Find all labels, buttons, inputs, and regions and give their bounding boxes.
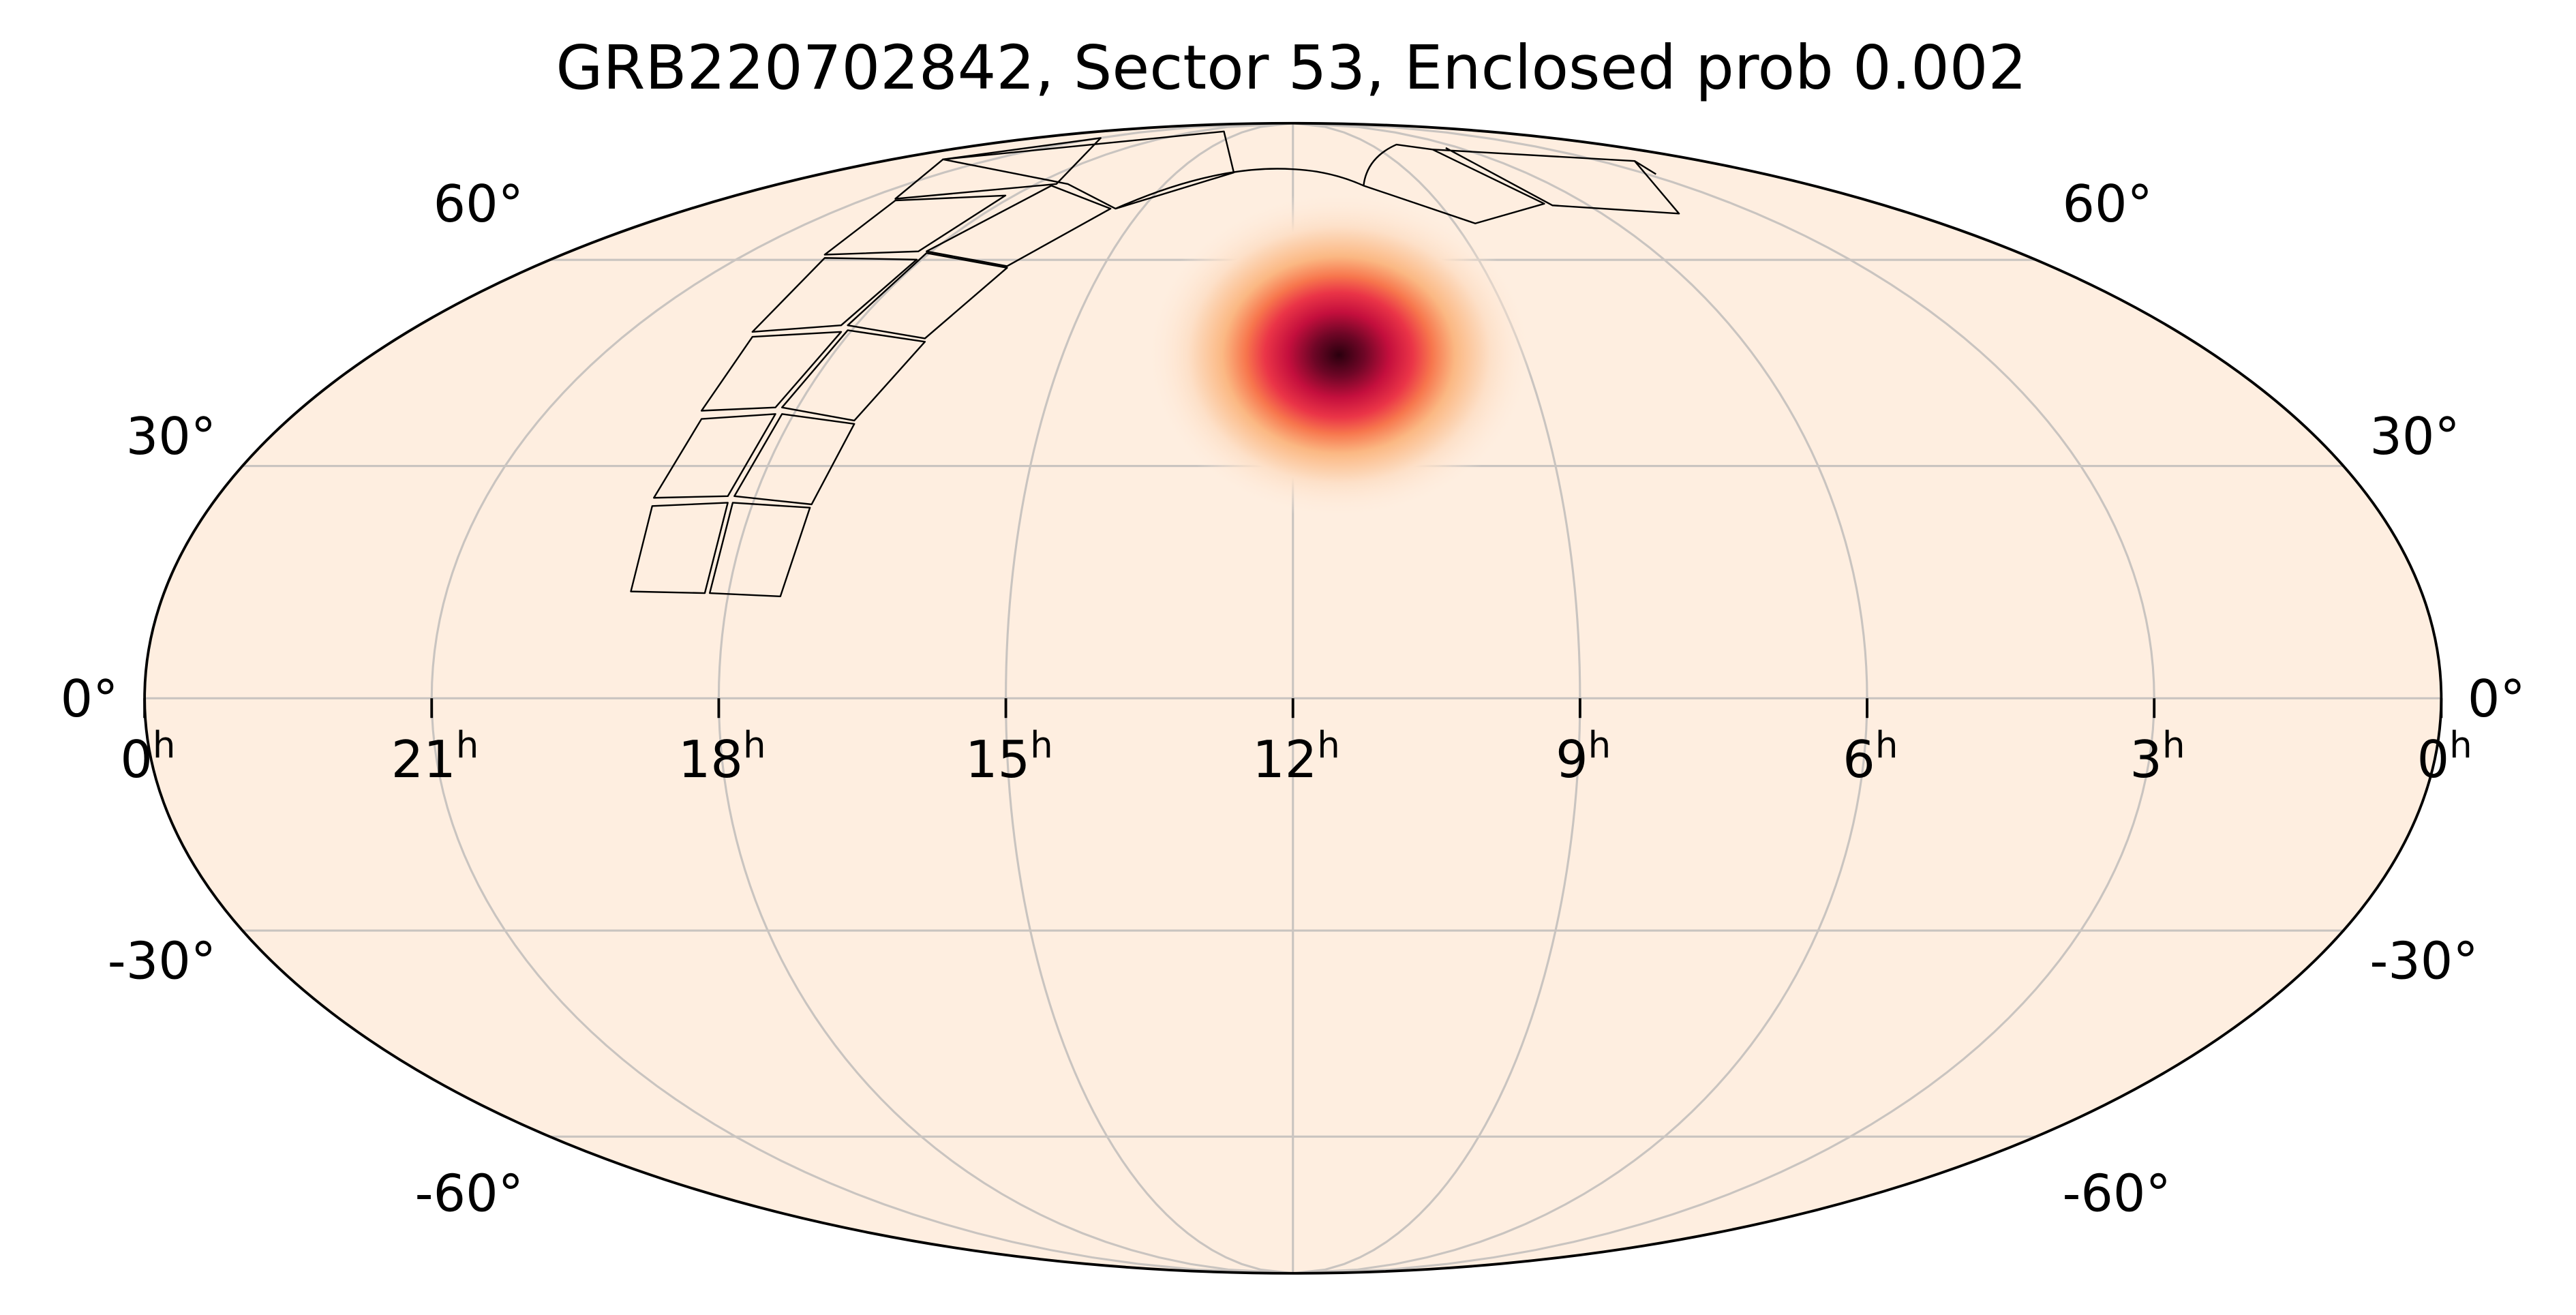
ra-tick-label: 6h: [1843, 724, 1898, 789]
sky-boundary: [143, 121, 2443, 1275]
ra-unit: h: [1030, 724, 1053, 766]
dec-tick-label-left: -30°: [108, 931, 216, 991]
ra-tick-label: 3h: [2130, 724, 2185, 789]
ra-unit: h: [1875, 724, 1898, 766]
dec-tick-label-right: 60°: [2062, 175, 2152, 234]
ra-unit: h: [456, 724, 479, 766]
ra-tick-label: 21h: [391, 724, 479, 789]
ra-tick-label: 15h: [965, 724, 1053, 789]
ra-tick-label: 0h: [2417, 724, 2472, 789]
dec-tick-label-left: 0°: [61, 669, 119, 729]
ra-hours: 15: [965, 730, 1030, 789]
ra-hours: 3: [2130, 730, 2162, 789]
dec-tick-label-right: -30°: [2369, 931, 2478, 991]
dec-tick-label-right: 0°: [2468, 669, 2526, 729]
dec-tick-label-right: 30°: [2369, 407, 2459, 466]
ra-tick-label: 0h: [120, 724, 175, 789]
ra-hours: 6: [1843, 730, 1875, 789]
probability-region: [1145, 190, 1533, 519]
ra-unit: h: [1317, 724, 1340, 766]
ra-unit: h: [2449, 724, 2472, 766]
ra-tick-label: 18h: [678, 724, 766, 789]
ra-unit: h: [2162, 724, 2185, 766]
ra-hours: 0: [120, 730, 153, 789]
ra-hours: 9: [1556, 730, 1588, 789]
ra-hours: 18: [678, 730, 743, 789]
map-title: GRB220702842, Sector 53, Enclosed prob 0…: [556, 33, 2027, 104]
ra-tick-label: 9h: [1556, 724, 1611, 789]
ra-unit: h: [743, 724, 766, 766]
sector-footprint: [630, 130, 1680, 598]
ra-hours: 21: [391, 730, 456, 789]
ra-unit: h: [153, 724, 176, 766]
dec-tick-label-left: 30°: [126, 407, 216, 466]
ra-hours: 12: [1252, 730, 1317, 789]
dec-tick-label-right: -60°: [2062, 1164, 2170, 1224]
ra-hours: 0: [2417, 730, 2450, 789]
dec-tick-label-left: 60°: [434, 175, 524, 234]
ra-tick-label: 12h: [1252, 724, 1340, 789]
ra-unit: h: [1588, 724, 1611, 766]
dec-tick-label-left: -60°: [415, 1164, 524, 1224]
